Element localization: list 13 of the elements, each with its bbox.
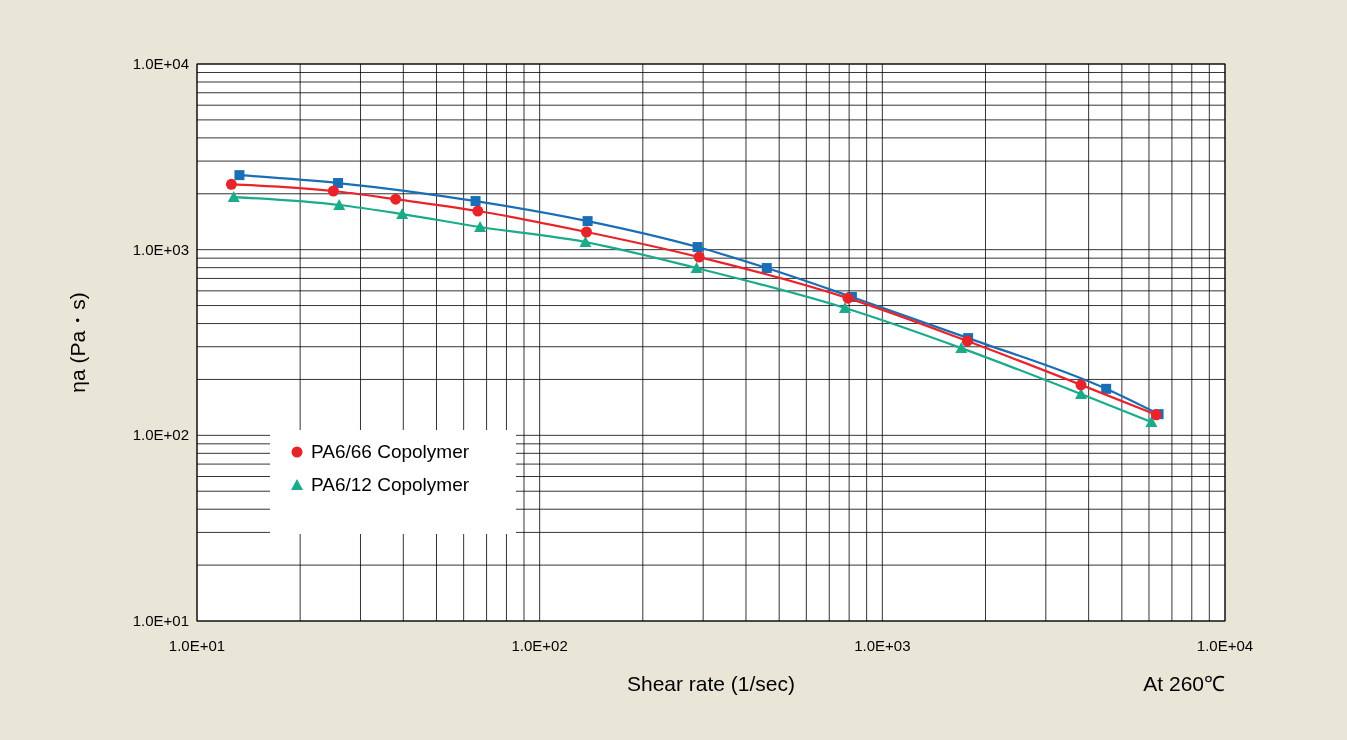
y-tick-label: 1.0E+03 <box>132 240 189 258</box>
text: At 260℃ <box>1143 672 1225 695</box>
y-tick-label: 1.0E+02 <box>132 426 189 444</box>
x-tick-label: 1.0E+03 <box>854 637 911 654</box>
y-tick-label: 1.0E+01 <box>132 612 189 629</box>
legend-label: PA6/12 Copolymer <box>311 474 470 495</box>
x-tick-label: 1.0E+01 <box>168 637 226 654</box>
x-axis-title: Shear rate (1/sec) <box>626 672 796 695</box>
x-tick-label: 1.0E+02 <box>511 637 568 654</box>
y-axis-title: ηa (Pa・s) <box>66 292 89 393</box>
legend-label: PA6/66 Copolymer <box>311 441 470 462</box>
x-tick-label: 1.0E+04 <box>1196 637 1254 654</box>
y-tick-label: 1.0E+04 <box>132 55 189 72</box>
